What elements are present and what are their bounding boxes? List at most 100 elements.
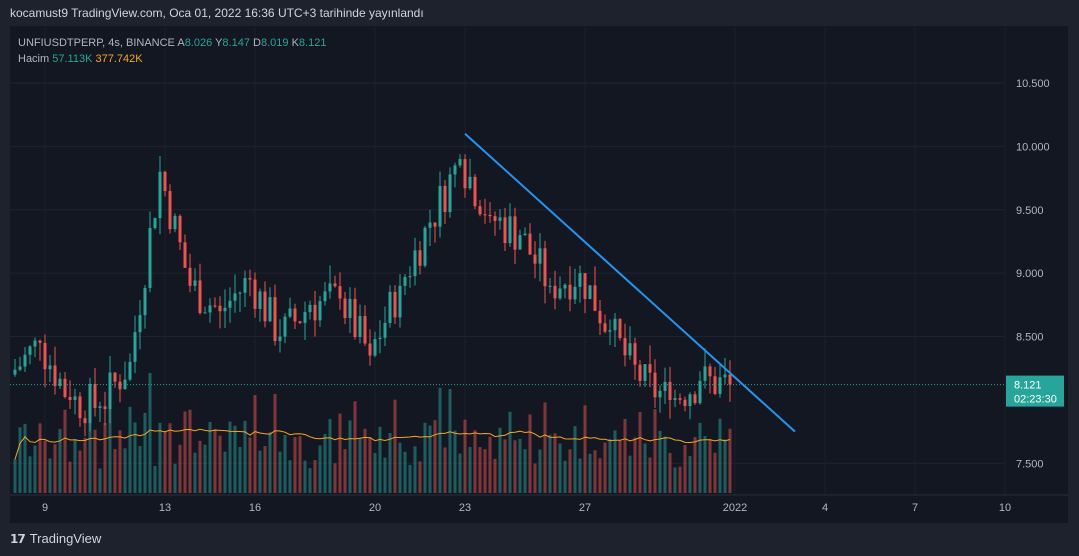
volume-bar [723, 439, 727, 493]
candle-body [628, 343, 632, 356]
candle-body [708, 366, 712, 377]
volume-bar [108, 406, 112, 493]
volume-bar [548, 434, 552, 493]
candle-body [373, 339, 377, 356]
volume-bar [403, 451, 407, 493]
volume-bar [513, 440, 517, 493]
volume-bar [463, 419, 467, 493]
candle-body [538, 248, 542, 264]
trendline[interactable] [464, 133, 796, 433]
candle-body [88, 383, 92, 424]
candle-body [613, 318, 617, 331]
candle-body [713, 376, 717, 394]
legend-high-label: Y [215, 37, 223, 49]
candle-body [263, 291, 267, 322]
volume-bar [223, 451, 227, 493]
volume-bar [238, 447, 242, 493]
volume-bar [208, 422, 212, 493]
volume-bar [143, 412, 147, 493]
volume-bar [23, 423, 27, 493]
candle-body [638, 364, 642, 381]
chart-legend: UNFIUSDTPERP, 4s, BINANCE A8.026 Y8.147 … [18, 35, 326, 67]
candle-body [433, 222, 437, 227]
legend-close: 8.121 [298, 37, 327, 49]
candle-body [728, 374, 732, 385]
candle-body [668, 381, 672, 400]
candle-body [693, 394, 697, 404]
volume-bar [318, 445, 322, 493]
price-axis[interactable]: 10.500 10.000 9.500 9.000 8.500 7.500 [1016, 78, 1050, 470]
candle-body [58, 378, 62, 387]
volume-bar [528, 414, 532, 493]
candle-body [323, 291, 327, 302]
candle-body [688, 394, 692, 407]
volume-bar [673, 467, 677, 493]
candle-body [63, 378, 67, 398]
volume-bar [718, 418, 722, 493]
volume-bar [228, 421, 232, 493]
candle-body [148, 228, 152, 288]
time-axis[interactable]: 9 13 16 20 23 27 2022 4 7 10 [10, 494, 1068, 514]
candle-body [683, 399, 687, 407]
legend-ohlc-row: UNFIUSDTPERP, 4s, BINANCE A8.026 Y8.147 … [18, 35, 326, 51]
y-tick-label: 10.000 [1016, 141, 1050, 153]
volume-bar [553, 433, 557, 493]
legend-volume-ma: 377.742K [95, 53, 143, 65]
candle-body [78, 396, 82, 419]
candle-body [408, 276, 412, 278]
candle-body [663, 381, 667, 391]
volume-bar [493, 458, 497, 493]
candle-body [223, 307, 227, 312]
candle-body [243, 278, 247, 293]
candle-body [213, 305, 217, 307]
candle-body [478, 206, 482, 215]
legend-open: 8.026 [184, 37, 213, 49]
volume-bar [608, 438, 612, 493]
y-tick-label: 8.500 [1016, 332, 1044, 344]
candle-body [703, 366, 707, 381]
candle-body [368, 343, 372, 356]
volume-bar [68, 461, 72, 493]
volume-bar [213, 429, 217, 493]
volume-bar [128, 406, 132, 493]
volume-bar [693, 437, 697, 493]
y-tick-label: 9.000 [1016, 268, 1044, 280]
candle-body [618, 318, 622, 339]
volume-bar [33, 445, 37, 493]
candle-body [533, 254, 537, 264]
candle-body [283, 316, 287, 337]
volume-bar [708, 439, 712, 493]
candle-body [528, 233, 532, 255]
candle-body [208, 305, 212, 313]
candle-body [463, 159, 467, 189]
candle-body [168, 191, 172, 230]
volume-bar [18, 427, 22, 493]
candle-body [108, 372, 112, 410]
price-tag-value: 8.121 [1014, 380, 1042, 392]
candle-body [393, 291, 397, 318]
volume-bar [103, 422, 107, 493]
volume-bar [193, 452, 197, 493]
candle-body [353, 298, 357, 337]
candle-body [18, 366, 22, 370]
candle-body [113, 372, 117, 382]
candle-body [333, 283, 337, 287]
legend-symbol: UNFIUSDTPERP, 4s, BINANCE [18, 37, 175, 49]
volume-bar [538, 449, 542, 493]
candle-body [558, 288, 562, 299]
candle-body [343, 298, 347, 318]
volume-bar [728, 428, 732, 493]
candle-body [68, 397, 72, 400]
candle-body [513, 216, 517, 250]
volume-bar [183, 411, 187, 493]
candle-body [173, 215, 177, 230]
tradingview-brand[interactable]: 𝟭𝟳 TradingView [10, 531, 101, 546]
volume-bar [583, 405, 587, 493]
volume-bar [298, 436, 302, 493]
volume-bar [258, 450, 262, 493]
footer: 𝟭𝟳 TradingView [0, 523, 1079, 556]
candle-body [238, 292, 242, 294]
volume-bar [333, 463, 337, 493]
candle-body [118, 381, 122, 390]
